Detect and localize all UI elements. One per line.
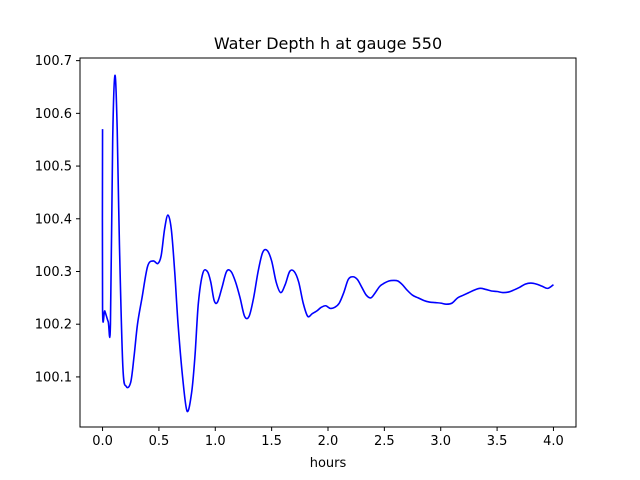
x-axis-title: hours [310,456,347,471]
line-layer [101,74,554,413]
x-axis: 0.0 0.5 1.0 1.5 2.0 2.5 3.0 3.5 4.0 [92,427,564,449]
x-tick-label: 0.5 [149,434,170,449]
y-tick-label: 100.1 [35,370,72,385]
x-tick-label: 1.5 [261,434,282,449]
y-tick-label: 100.5 [35,160,72,175]
x-tick-label: 2.5 [374,434,395,449]
x-tick-label: 3.0 [430,434,451,449]
x-tick-label: 3.5 [487,434,508,449]
x-tick-label: 0.0 [92,434,113,449]
y-tick-label: 100.3 [35,265,72,280]
y-tick-label: 100.4 [35,212,72,227]
y-axis: 100.1 100.2 100.3 100.4 100.5 100.6 100.7 [35,54,80,385]
y-tick-label: 100.7 [35,54,72,69]
chart-title: Water Depth h at gauge 550 [214,34,442,53]
series-line [101,74,554,413]
x-tick-label: 2.0 [318,434,339,449]
y-tick-label: 100.6 [35,107,72,122]
x-tick-label: 4.0 [543,434,564,449]
y-tick-label: 100.2 [35,318,72,333]
x-tick-label: 1.0 [205,434,226,449]
